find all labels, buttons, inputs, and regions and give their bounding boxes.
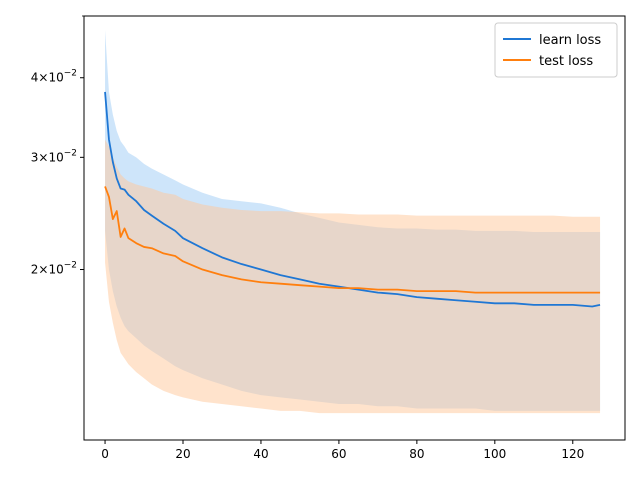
x-tick-label: 20 bbox=[175, 447, 190, 461]
x-tick-label: 60 bbox=[331, 447, 346, 461]
y-tick-label: 3×10−2 bbox=[31, 148, 77, 164]
line-test-loss bbox=[104, 186, 601, 294]
x-tick-label: 80 bbox=[409, 447, 424, 461]
y-tick-label: 4×10−2 bbox=[31, 69, 77, 85]
confidence-bands bbox=[105, 30, 601, 414]
line-learn-loss bbox=[104, 91, 601, 308]
legend-label: learn loss bbox=[539, 33, 601, 48]
band-test-loss bbox=[105, 139, 601, 414]
series-lines bbox=[104, 91, 601, 308]
legend-label: test loss bbox=[539, 54, 593, 69]
x-tick-label: 40 bbox=[253, 447, 268, 461]
axes: 0 20 40 60 80 100 120 2×10−2 3×10−2 4×10−2 bbox=[31, 15, 626, 461]
x-tick-label: 120 bbox=[561, 447, 584, 461]
legend: learn loss test loss bbox=[494, 22, 618, 78]
x-tick-label: 100 bbox=[483, 447, 506, 461]
plot-frame bbox=[83, 15, 626, 441]
x-tick-label: 0 bbox=[101, 447, 109, 461]
y-tick-label: 2×10−2 bbox=[31, 261, 77, 277]
legend-box bbox=[494, 22, 618, 78]
